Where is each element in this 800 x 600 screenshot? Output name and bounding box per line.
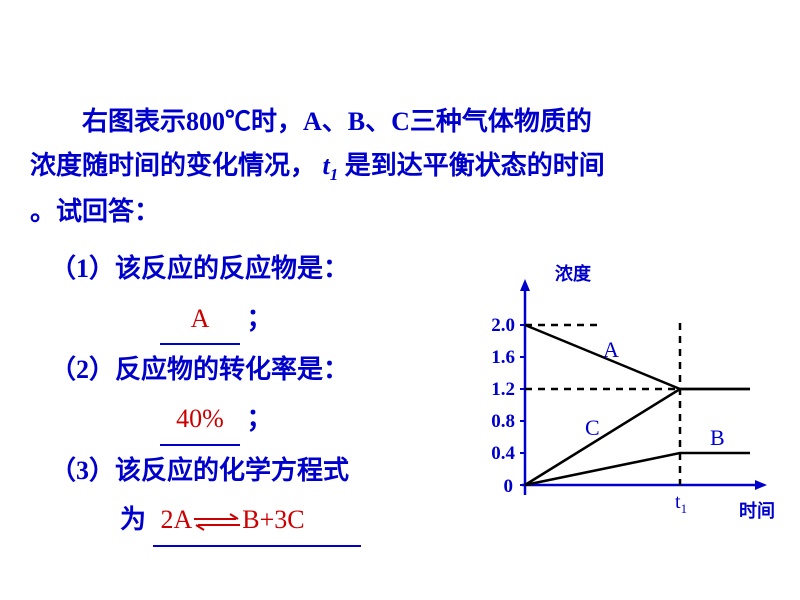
q3-label: （3）该反应的化学方程式 — [50, 456, 349, 485]
ytick-16: 1.6 — [491, 347, 515, 368]
concentration-chart: 浓度 0 0.4 0.8 1.2 1.6 2.0 — [480, 265, 770, 545]
series-b-label: B — [710, 425, 725, 450]
t1-var: t1 — [323, 151, 345, 180]
x-axis-label: 时间 — [739, 497, 775, 523]
intro-line2a: 浓度随时间的变化情况， — [30, 151, 316, 180]
ytick-04: 0.4 — [491, 443, 515, 464]
y-axis-label: 浓度 — [555, 260, 591, 286]
ytick-12: 1.2 — [491, 379, 515, 400]
ytick-20: 2.0 — [491, 315, 515, 336]
q1-label: （1）该反应的反应物是： — [50, 254, 349, 283]
q1-answer: A — [160, 294, 240, 345]
q2-answer: 40% — [160, 394, 240, 445]
q2-suffix: ； — [247, 404, 273, 433]
series-a-line — [525, 325, 750, 389]
q1-suffix: ； — [247, 304, 273, 333]
series-a-label: A — [603, 337, 619, 362]
ytick-0: 0 — [504, 476, 514, 497]
intro-line1: 右图表示800℃时，A、B、C三种气体物质的 — [82, 107, 592, 136]
series-c-label: C — [585, 415, 600, 440]
q3-answer: 2A B+3C — [153, 495, 361, 546]
chart-svg: 0 0.4 0.8 1.2 1.6 2.0 — [480, 265, 770, 525]
intro-line3: 。试回答： — [30, 197, 160, 226]
q3-prefix: 为 — [120, 505, 146, 534]
equilibrium-arrow-icon — [192, 511, 242, 533]
t1-tick: t1 — [675, 491, 687, 516]
q2-label: （2）反应物的转化率是： — [50, 355, 349, 384]
series-b-line — [525, 453, 750, 485]
ytick-08: 0.8 — [491, 411, 515, 432]
intro-line2b: 是到达平衡状态的时间 — [345, 151, 605, 180]
